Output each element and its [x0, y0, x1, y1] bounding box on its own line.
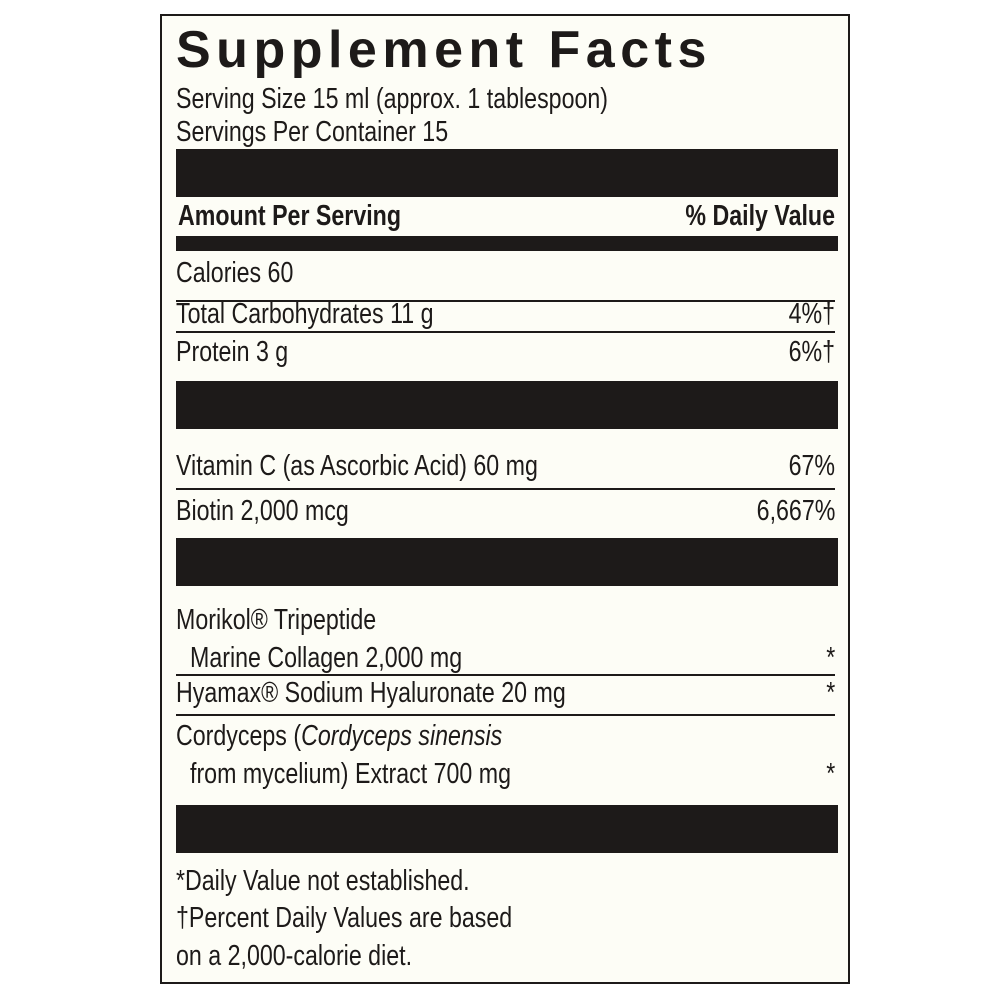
row-morikol-line2: Marine Collagen 2,000 mg: [190, 642, 463, 674]
row-hyamax: Hyamax® Sodium Hyaluronate 20 mg: [176, 677, 566, 709]
row-carbohydrates: Total Carbohydrates 11 g: [176, 298, 434, 330]
row-cordyceps-line2: from mycelium) Extract 700 mg: [190, 758, 512, 790]
row-rule: [176, 674, 835, 676]
row-rule: [176, 488, 835, 490]
cordyceps-name: Cordyceps (: [176, 720, 302, 752]
footnote-daily-value: *Daily Value not established.: [176, 865, 470, 897]
serving-size: Serving Size 15 ml (approx. 1 tablespoon…: [176, 83, 609, 115]
row-vitamin-c-dv: 67%: [788, 450, 835, 482]
row-biotin: Biotin 2,000 mcg: [176, 495, 349, 527]
divider-bar: [176, 381, 838, 429]
divider-bar: [176, 149, 838, 197]
row-rule: [176, 331, 835, 333]
footnote-percent: †Percent Daily Values are based: [176, 902, 513, 934]
panel-title: Supplement Facts: [176, 21, 712, 79]
cordyceps-latin-name: Cordyceps sinensis: [301, 720, 503, 752]
servings-per-container: Servings Per Container 15: [176, 116, 449, 148]
row-biotin-dv: 6,667%: [756, 495, 835, 527]
row-cordyceps: Cordyceps (Cordyceps sinensis: [176, 720, 502, 752]
divider-bar: [176, 236, 838, 251]
divider-bar: [176, 538, 838, 586]
row-morikol: Morikol® Tripeptide: [176, 604, 377, 636]
row-carbohydrates-dv: 4%†: [788, 298, 835, 330]
row-cordyceps-dv: *: [825, 758, 835, 790]
row-morikol-dv: *: [825, 642, 835, 674]
daily-value-header: % Daily Value: [685, 200, 835, 232]
row-protein-dv: 6%†: [788, 336, 835, 368]
row-protein: Protein 3 g: [176, 336, 289, 368]
row-rule: [176, 300, 835, 302]
row-hyamax-dv: *: [825, 677, 835, 709]
row-calories: Calories 60: [176, 257, 294, 289]
supplement-facts-panel: Supplement Facts Serving Size 15 ml (app…: [160, 14, 850, 984]
divider-bar: [176, 805, 838, 853]
amount-per-serving-header: Amount Per Serving: [178, 200, 402, 232]
row-rule: [176, 714, 835, 716]
footnote-calorie-diet: on a 2,000-calorie diet.: [176, 940, 413, 972]
row-vitamin-c: Vitamin C (as Ascorbic Acid) 60 mg: [176, 450, 538, 482]
